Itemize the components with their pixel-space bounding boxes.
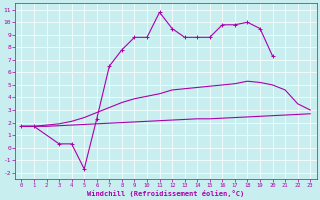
X-axis label: Windchill (Refroidissement éolien,°C): Windchill (Refroidissement éolien,°C) — [87, 190, 244, 197]
